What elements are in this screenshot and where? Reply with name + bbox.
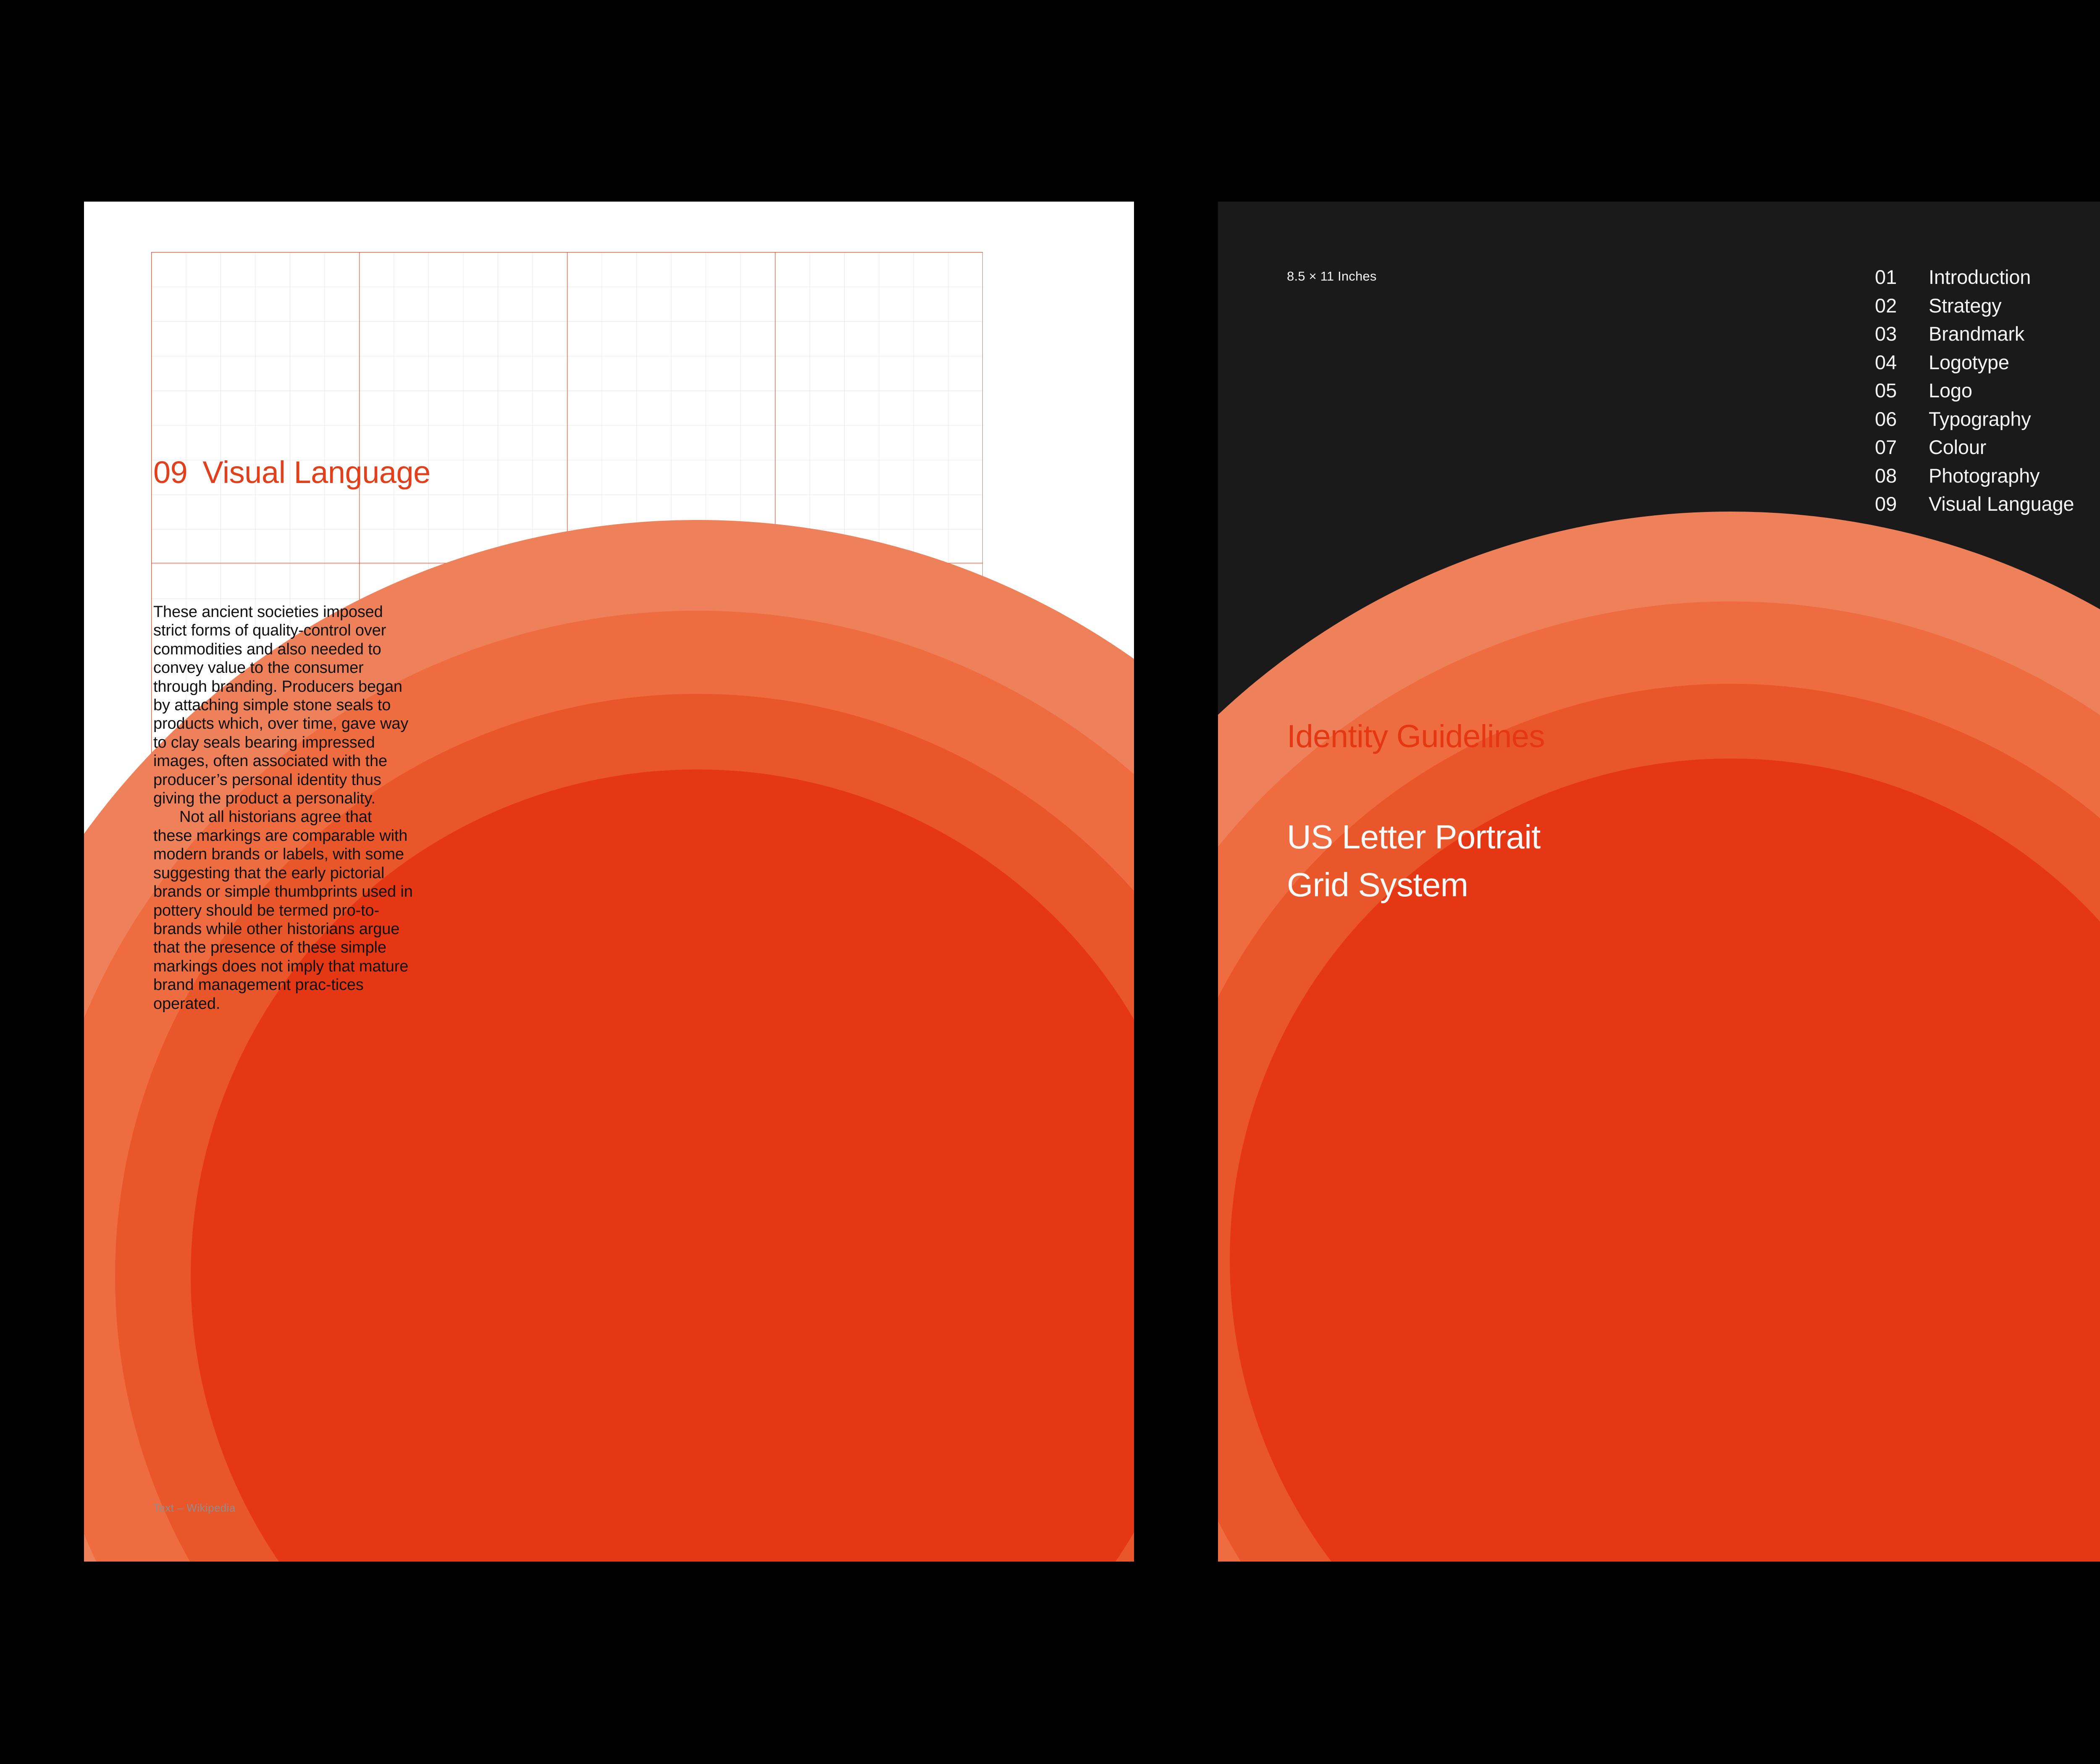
body-paragraph-2: Not all historians agree that these mark…: [153, 808, 413, 1013]
page-size-label: 8.5 × 11 Inches: [1287, 269, 1377, 284]
section-heading: 09 Visual Language: [153, 457, 430, 488]
toc-label: Photography: [1929, 464, 2040, 487]
cover-subtitle-line-1: US Letter Portrait: [1287, 818, 1541, 856]
toc-label: Visual Language: [1929, 493, 2074, 515]
toc-item-colour[interactable]: 07 Colour: [1875, 436, 2074, 464]
ring-outer: [1218, 512, 2100, 1562]
cover-eyebrow: Identity Guidelines: [1287, 719, 1545, 754]
right-page-cover: 8.5 × 11 Inches 01 Introduction 02 Strat…: [1218, 202, 2100, 1562]
toc-item-introduction[interactable]: 01 Introduction: [1875, 265, 2074, 294]
toc-item-strategy[interactable]: 02 Strategy: [1875, 294, 2074, 323]
toc-label: Colour: [1929, 436, 1987, 458]
toc-item-photography[interactable]: 08 Photography: [1875, 464, 2074, 493]
toc-number: 06: [1875, 407, 1897, 430]
toc-item-brandmark[interactable]: 03 Brandmark: [1875, 322, 2074, 351]
concentric-circle-artwork: [1218, 512, 2100, 1562]
toc-number: 05: [1875, 379, 1897, 402]
toc-item-visual-language[interactable]: 09 Visual Language: [1875, 492, 2074, 521]
toc-number: 07: [1875, 436, 1897, 458]
cover-subtitle-line-2: Grid System: [1287, 866, 1468, 903]
toc-label: Typography: [1929, 407, 2031, 430]
toc-label: Logo: [1929, 379, 1972, 402]
toc-item-logotype[interactable]: 04 Logotype: [1875, 351, 2074, 379]
toc-item-typography[interactable]: 06 Typography: [1875, 407, 2074, 436]
toc-number: 03: [1875, 323, 1897, 345]
source-caption: Text – Wikipedia: [153, 1502, 236, 1514]
toc-number: 02: [1875, 294, 1897, 317]
toc-number: 04: [1875, 351, 1897, 373]
section-number: 09: [153, 455, 188, 490]
cover-subtitle: US Letter Portrait Grid System: [1287, 813, 1541, 909]
body-copy: These ancient societies imposed strict f…: [153, 603, 414, 1013]
table-of-contents: 01 Introduction 02 Strategy 03 Brandmark…: [1875, 265, 2074, 521]
toc-number: 01: [1875, 266, 1897, 288]
toc-label: Strategy: [1929, 294, 2002, 317]
left-page-grid-layout: 09 Visual Language These ancient societie…: [84, 202, 1134, 1562]
toc-item-logo[interactable]: 05 Logo: [1875, 379, 2074, 407]
toc-label: Introduction: [1929, 266, 2031, 288]
toc-number: 09: [1875, 493, 1897, 515]
toc-label: Logotype: [1929, 351, 2009, 373]
toc-label: Brandmark: [1929, 323, 2025, 345]
section-title: Visual Language: [202, 455, 430, 490]
body-paragraph-1: These ancient societies imposed strict f…: [153, 603, 409, 808]
toc-number: 08: [1875, 464, 1897, 487]
